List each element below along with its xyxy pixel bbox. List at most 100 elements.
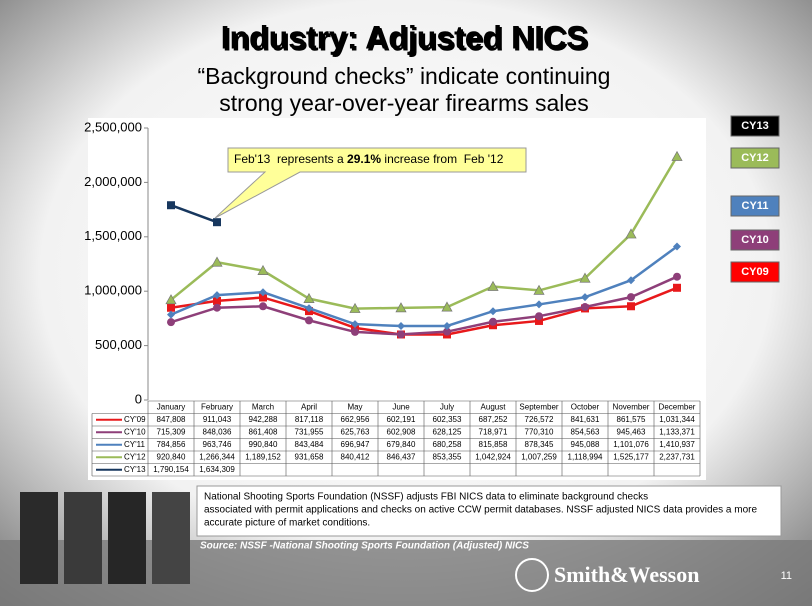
table-cell: 847,808 <box>157 415 186 424</box>
y-tick-label: 2,500,000 <box>84 119 142 134</box>
marker <box>397 322 405 331</box>
marker <box>351 327 359 336</box>
table-cell: 602,353 <box>433 415 462 424</box>
x-tick-label: May <box>347 402 362 411</box>
table-cell: 848,036 <box>203 427 232 436</box>
note: associated with permit applications and … <box>204 505 757 516</box>
marker <box>303 292 315 303</box>
table-cell: 843,484 <box>295 440 324 449</box>
table-cell: 1,790,154 <box>153 465 189 474</box>
series-name: CY'12 <box>124 452 146 461</box>
table-cell: 963,746 <box>203 440 232 449</box>
table-cell: 990,840 <box>249 440 278 449</box>
table-cell: 784,856 <box>157 440 186 449</box>
x-tick-label: March <box>252 402 274 411</box>
marker <box>167 303 175 312</box>
series-name: CY'11 <box>124 440 145 449</box>
table-cell: 1,634,309 <box>199 465 235 474</box>
marker <box>441 301 453 312</box>
x-tick-label: June <box>392 402 410 411</box>
x-tick-label: September <box>519 402 558 411</box>
table-cell: 1,133,371 <box>659 427 695 436</box>
y-tick-label: 1,500,000 <box>84 228 142 243</box>
marker <box>625 228 637 239</box>
series-name: CY'09 <box>124 415 146 424</box>
legend-label: CY11 <box>742 200 769 212</box>
subtitle: strong year-over-year firearms sales <box>219 90 588 116</box>
marker <box>213 296 221 305</box>
y-tick-label: 1,000,000 <box>84 283 142 298</box>
marker <box>489 307 497 316</box>
marker <box>305 316 313 325</box>
table-cell: 718,971 <box>479 427 508 436</box>
y-tick-label: 0 <box>135 391 142 406</box>
title: Industry: Adjusted NICS <box>221 19 588 55</box>
table-cell: 628,125 <box>433 427 462 436</box>
table-cell: 696,947 <box>341 440 370 449</box>
marker <box>259 293 267 302</box>
table-cell: 602,191 <box>387 415 416 424</box>
legend-box <box>730 147 780 169</box>
marker <box>257 264 269 275</box>
table-cell: 1,007,259 <box>521 452 557 461</box>
table-cell: 1,042,924 <box>475 452 511 461</box>
table-cell: 815,858 <box>479 440 508 449</box>
x-tick-label: October <box>571 402 600 411</box>
marker <box>489 317 497 326</box>
marker <box>259 288 267 297</box>
line <box>170 275 678 336</box>
note-box <box>196 485 782 537</box>
marker <box>167 318 175 327</box>
x-tick-label: January <box>157 402 185 411</box>
callout: Feb'13 represents a 29.1% increase from … <box>214 147 527 219</box>
marker <box>627 293 635 302</box>
table-cell: 1,118,994 <box>568 452 604 461</box>
marker <box>535 312 543 321</box>
marker <box>533 284 545 295</box>
marker <box>673 242 681 251</box>
table-cell: 602,908 <box>387 427 416 436</box>
annotation-part: 29.1% <box>347 152 381 166</box>
table-cell: 726,572 <box>525 415 554 424</box>
table-cell: 625,763 <box>341 427 370 436</box>
logo-emblem <box>515 558 549 592</box>
marker <box>535 316 543 325</box>
table-cell: 920,840 <box>157 452 186 461</box>
marker <box>673 272 681 281</box>
page-number: 11 <box>781 570 792 582</box>
marker <box>397 330 405 339</box>
marker <box>627 276 635 285</box>
table-cell: 1,031,344 <box>659 415 695 424</box>
table-cell: 841,631 <box>571 415 600 424</box>
table-cell: 679,840 <box>387 440 416 449</box>
marker <box>165 294 177 305</box>
marker <box>673 283 681 292</box>
line <box>170 204 218 224</box>
table-cell: 945,088 <box>571 440 600 449</box>
x-tick-label: July <box>440 402 454 411</box>
note: National Shooting Sports Foundation (NSS… <box>204 492 648 503</box>
x-tick-label: April <box>301 402 317 411</box>
source: Source: NSSF -National Shooting Sports F… <box>200 541 529 552</box>
marker <box>581 303 589 312</box>
marker <box>443 327 451 336</box>
note: accurate picture of market conditions. <box>204 518 370 529</box>
legend-box <box>730 115 780 137</box>
table-cell: 846,437 <box>387 452 416 461</box>
table-cell: 861,575 <box>617 415 646 424</box>
plot-area <box>88 118 706 480</box>
x-tick-label: November <box>613 402 650 411</box>
table-cell: 731,955 <box>295 427 324 436</box>
title-shadow: Industry: Adjusted NICS <box>223 21 590 57</box>
series-name: CY'13 <box>124 465 146 474</box>
y-tick-label: 2,000,000 <box>84 174 142 189</box>
table-cell: 854,563 <box>571 427 600 436</box>
marker <box>671 150 683 161</box>
marker <box>213 291 221 300</box>
table-cell: 2,237,731 <box>659 452 695 461</box>
table-cell: 770,310 <box>525 427 554 436</box>
marker <box>579 272 591 283</box>
marker <box>627 302 635 311</box>
marker <box>349 302 361 313</box>
